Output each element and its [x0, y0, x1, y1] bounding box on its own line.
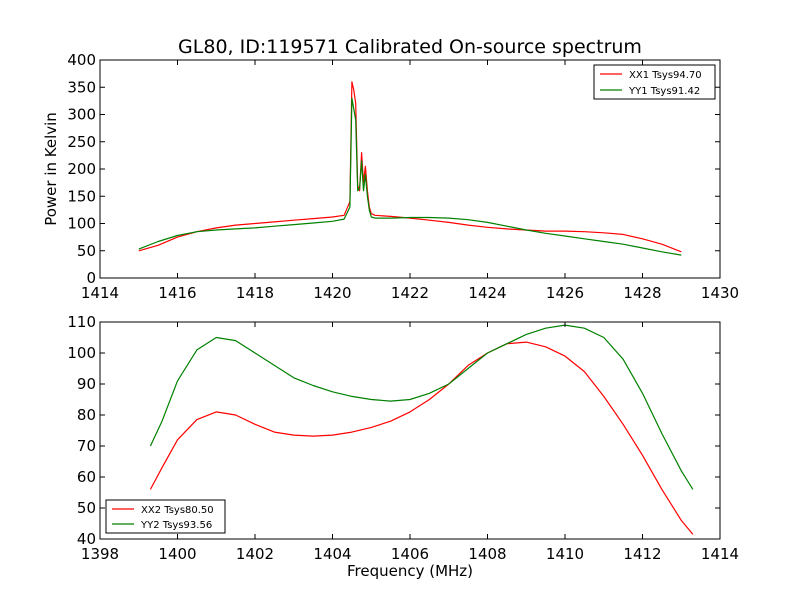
legend-entry: YY2 Tsys93.56 — [140, 520, 212, 531]
x-tick-label: 1426 — [546, 284, 584, 302]
x-axis-label: Frequency (MHz) — [347, 562, 473, 580]
y-tick-label: 0 — [86, 269, 96, 287]
x-tick-label: 1422 — [391, 284, 429, 302]
y-tick-label: 50 — [77, 499, 96, 517]
y-tick-label: 90 — [77, 375, 96, 393]
x-tick-label: 1400 — [158, 545, 196, 563]
legend: XX1 Tsys94.70 YY1 Tsys91.42 — [593, 64, 716, 100]
y-tick-label: 100 — [67, 344, 96, 362]
y-tick-label: 300 — [67, 106, 96, 124]
x-tick-label: 1424 — [468, 284, 506, 302]
series-line — [149, 324, 694, 490]
x-tick-label: 1430 — [701, 284, 739, 302]
legend-box — [593, 64, 716, 100]
chart-title: GL80, ID:119571 Calibrated On-source spe… — [178, 36, 642, 58]
x-tick-label: 1420 — [313, 284, 351, 302]
legend-entry: YY1 Tsys91.42 — [628, 86, 700, 97]
series-line — [138, 81, 682, 253]
x-tick-label: 1416 — [158, 284, 196, 302]
x-tick-label: 1414 — [81, 284, 119, 302]
y-tick-label: 200 — [67, 160, 96, 178]
y-tick-label: 100 — [67, 215, 96, 233]
y-tick-label: 110 — [67, 313, 96, 331]
legend-entry: XX2 Tsys80.50 — [141, 505, 214, 516]
y-tick-label: 150 — [67, 187, 96, 205]
y-tick-label: 40 — [77, 530, 96, 548]
x-tick-label: 1406 — [391, 545, 429, 563]
bottom-spectrum-panel: 1398 1400 1402 1404 1406 1408 1410 1412 1414 40 50… — [67, 313, 739, 580]
legend-box — [105, 499, 226, 534]
x-tick-label: 1402 — [236, 545, 274, 563]
y-tick-label: 60 — [77, 468, 96, 486]
x-tick-label: 1410 — [546, 545, 584, 563]
y-tick-label: 70 — [77, 437, 96, 455]
y-tick-label: 80 — [77, 406, 96, 424]
series-line — [149, 341, 694, 535]
y-tick-label: 350 — [67, 78, 96, 96]
x-tick-label: 1398 — [81, 545, 119, 563]
y-tick-label: 50 — [77, 242, 96, 260]
y-axis-label: Power in Kelvin — [42, 112, 60, 226]
x-tick-label: 1428 — [623, 284, 661, 302]
y-tick-label: 250 — [67, 133, 96, 151]
series-line — [138, 97, 682, 256]
legend: XX2 Tsys80.50 YY2 Tsys93.56 — [105, 499, 226, 534]
y-tick-label: 400 — [67, 51, 96, 69]
top-spectrum-panel: 1414 1416 1418 1420 1422 1424 1426 1428 1430 0 50 1… — [42, 51, 739, 302]
x-tick-label: 1414 — [701, 545, 739, 563]
x-tick-label: 1408 — [468, 545, 506, 563]
x-tick-label: 1404 — [313, 545, 351, 563]
legend-entry: XX1 Tsys94.70 — [629, 70, 702, 81]
x-tick-label: 1412 — [623, 545, 661, 563]
x-tick-label: 1418 — [236, 284, 274, 302]
